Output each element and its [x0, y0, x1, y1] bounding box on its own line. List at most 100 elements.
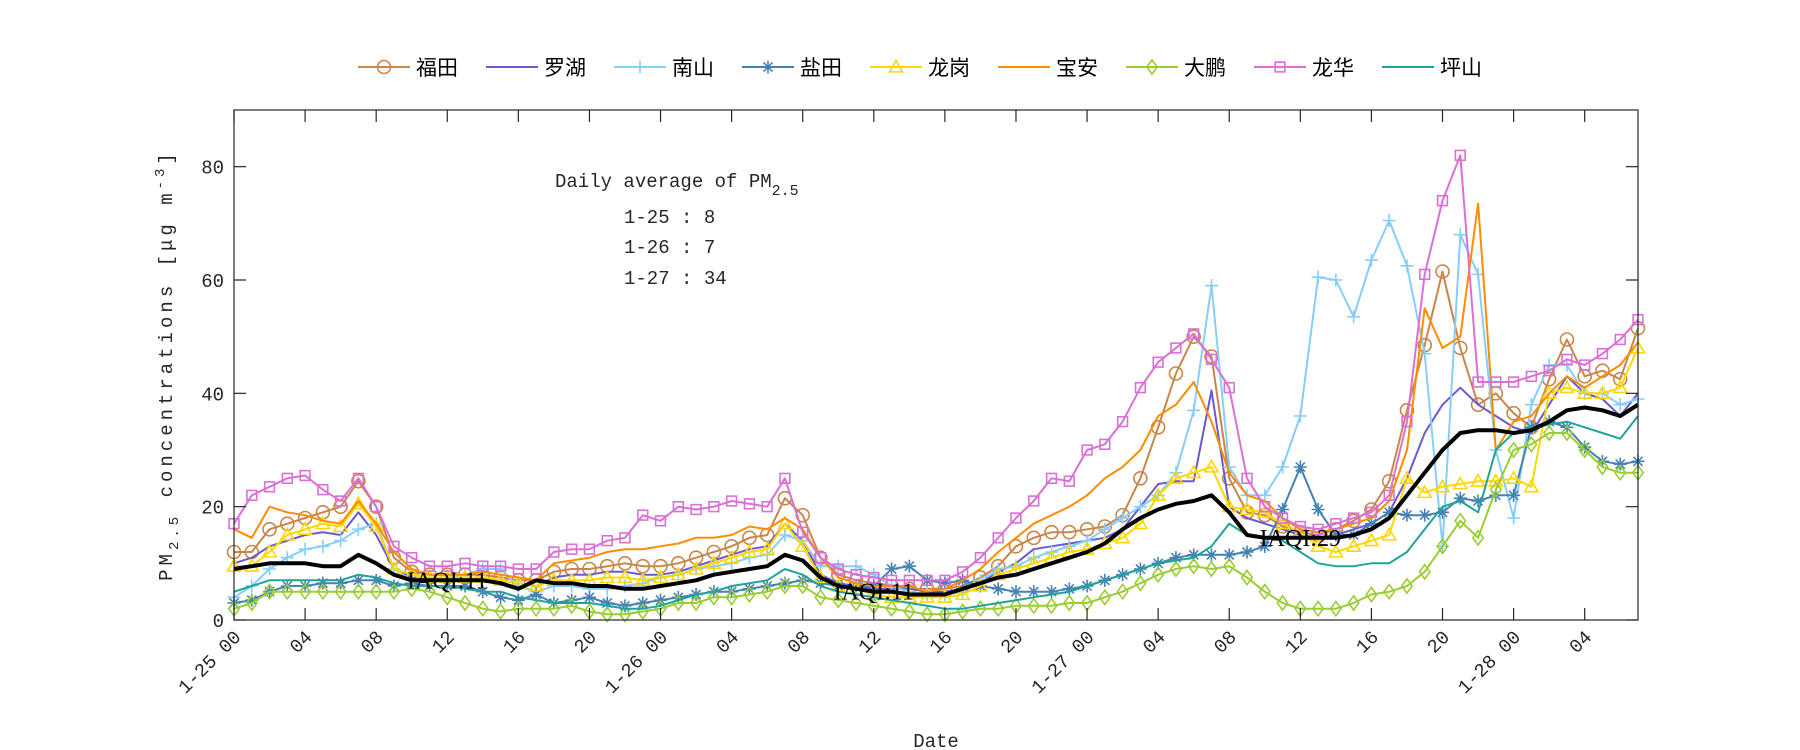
- data-point-marker: [1347, 594, 1360, 612]
- data-point-marker: [1453, 228, 1467, 242]
- data-point-marker: [1381, 526, 1398, 541]
- data-point-marker: [1561, 353, 1573, 366]
- x-tick-label: 04: [1139, 627, 1171, 659]
- data-point-marker: [1382, 214, 1396, 227]
- data-point-marker: [459, 557, 471, 570]
- data-point-marker: [1258, 583, 1271, 601]
- data-point-marker: [1241, 472, 1253, 485]
- x-tick-label: 08: [1210, 627, 1242, 659]
- data-point-marker: [885, 574, 898, 587]
- data-point-marker: [938, 605, 952, 623]
- data-point-marker: [991, 582, 1005, 596]
- data-point-marker: [725, 495, 738, 507]
- data-point-marker: [759, 541, 776, 555]
- data-point-marker: [1276, 460, 1290, 474]
- data-point-marker: [1276, 503, 1290, 516]
- legend-item: 福田: [358, 56, 458, 80]
- data-point-marker: [1187, 557, 1200, 575]
- data-point-marker: [1311, 503, 1325, 516]
- y-tick-label: 0: [213, 611, 224, 633]
- data-point-marker: [261, 543, 278, 558]
- data-point-marker: [706, 544, 722, 560]
- data-point-marker: [654, 515, 667, 527]
- data-point-marker: [1204, 548, 1218, 562]
- data-point-marker: [954, 586, 971, 601]
- legend-label: 盐田: [800, 56, 842, 80]
- data-point-marker: [369, 573, 383, 587]
- data-point-marker: [1223, 557, 1236, 575]
- data-point-marker: [441, 560, 453, 572]
- data-point-marker: [1490, 376, 1502, 388]
- data-point-marker: [1419, 268, 1431, 281]
- data-point-marker: [388, 540, 400, 553]
- data-point-marker: [1401, 415, 1413, 428]
- data-point-marker: [637, 509, 649, 521]
- data-point-marker: [1507, 511, 1521, 525]
- data-point-marker: [406, 551, 418, 564]
- data-point-marker: [652, 569, 669, 584]
- data-point-marker: [1329, 528, 1343, 542]
- data-point-marker: [280, 516, 295, 531]
- data-point-marker: [529, 600, 543, 618]
- data-point-marker: [1187, 548, 1201, 562]
- data-point-marker: [1523, 478, 1540, 493]
- data-point-marker: [1133, 500, 1147, 514]
- data-point-marker: [1364, 502, 1379, 517]
- data-point-marker: [850, 568, 862, 581]
- data-point-marker: [902, 559, 916, 573]
- data-point-marker: [1470, 397, 1486, 412]
- data-point-marker: [760, 583, 774, 601]
- data-point-marker: [421, 569, 438, 584]
- data-point-marker: [1364, 517, 1378, 531]
- data-point-marker: [1258, 488, 1272, 502]
- data-point-marker: [548, 546, 560, 558]
- data-point-marker: [1365, 506, 1378, 519]
- series-line: [233, 432, 1638, 616]
- data-point-marker: [778, 576, 792, 590]
- data-point-marker: [1507, 441, 1520, 459]
- x-tick-label: 08: [357, 627, 389, 659]
- data-point-marker: [1061, 524, 1077, 540]
- data-point-marker: [1399, 470, 1415, 485]
- data-point-marker: [939, 574, 951, 587]
- data-point-marker: [849, 594, 863, 612]
- data-point-marker: [974, 551, 987, 564]
- iaqi-annotation: IAQI:11: [834, 580, 914, 606]
- data-point-marker: [1098, 522, 1112, 536]
- data-point-marker: [314, 515, 331, 530]
- data-point-marker: [1028, 495, 1040, 507]
- data-point-marker: [1525, 435, 1538, 453]
- data-point-marker: [707, 559, 721, 573]
- daily-average-1-25: 1-25 : 8: [624, 207, 715, 229]
- data-point-marker: [1223, 381, 1235, 394]
- data-point-marker: [778, 577, 792, 595]
- daily-average-1-27: 1-27 : 34: [624, 268, 727, 290]
- x-tick-label: 04: [286, 627, 318, 659]
- data-point-marker: [351, 573, 365, 587]
- legend-label: 坪山: [1440, 56, 1482, 80]
- y-axis-label: PM2.5 concentrations [μg m-3]: [153, 149, 183, 581]
- data-point-marker: [868, 571, 880, 584]
- data-point-marker: [1168, 366, 1184, 381]
- data-point-marker: [1008, 539, 1024, 554]
- data-point-marker: [316, 539, 330, 553]
- data-point-marker: [1524, 398, 1538, 412]
- data-point-marker: [1472, 376, 1484, 388]
- legend-marker-icon: [1274, 61, 1286, 73]
- data-point-marker: [794, 538, 811, 553]
- data-point-marker: [546, 572, 562, 587]
- data-point-marker: [796, 577, 809, 595]
- data-point-marker: [1027, 597, 1040, 615]
- data-point-marker: [1400, 259, 1414, 273]
- series-line: [233, 202, 1639, 593]
- svg-text:Daily average of PM2.5: Daily average of PM2.5: [555, 171, 799, 200]
- data-point-marker: [1470, 473, 1486, 487]
- data-point-marker: [1080, 534, 1094, 548]
- data-point-marker: [1169, 551, 1183, 565]
- data-point-marker: [1240, 568, 1254, 587]
- data-point-marker: [477, 560, 489, 572]
- data-point-marker: [458, 579, 472, 593]
- x-tick-label: 12: [854, 627, 886, 659]
- data-point-marker: [1010, 512, 1022, 524]
- data-point-marker: [1044, 524, 1059, 540]
